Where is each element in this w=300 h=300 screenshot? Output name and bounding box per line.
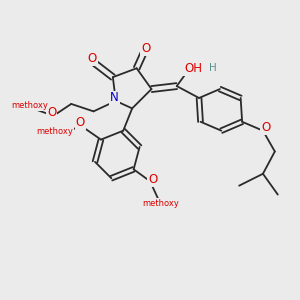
Text: O: O: [148, 173, 158, 186]
Text: O: O: [261, 121, 271, 134]
Text: methoxy: methoxy: [11, 101, 48, 110]
Text: N: N: [110, 92, 119, 104]
Text: O: O: [76, 116, 85, 129]
Text: methoxy: methoxy: [142, 199, 179, 208]
Text: O: O: [141, 42, 150, 55]
Text: H: H: [209, 63, 217, 73]
Text: methoxy: methoxy: [37, 127, 73, 136]
Text: O: O: [47, 106, 56, 119]
Text: OH: OH: [184, 62, 202, 75]
Text: O: O: [87, 52, 97, 65]
